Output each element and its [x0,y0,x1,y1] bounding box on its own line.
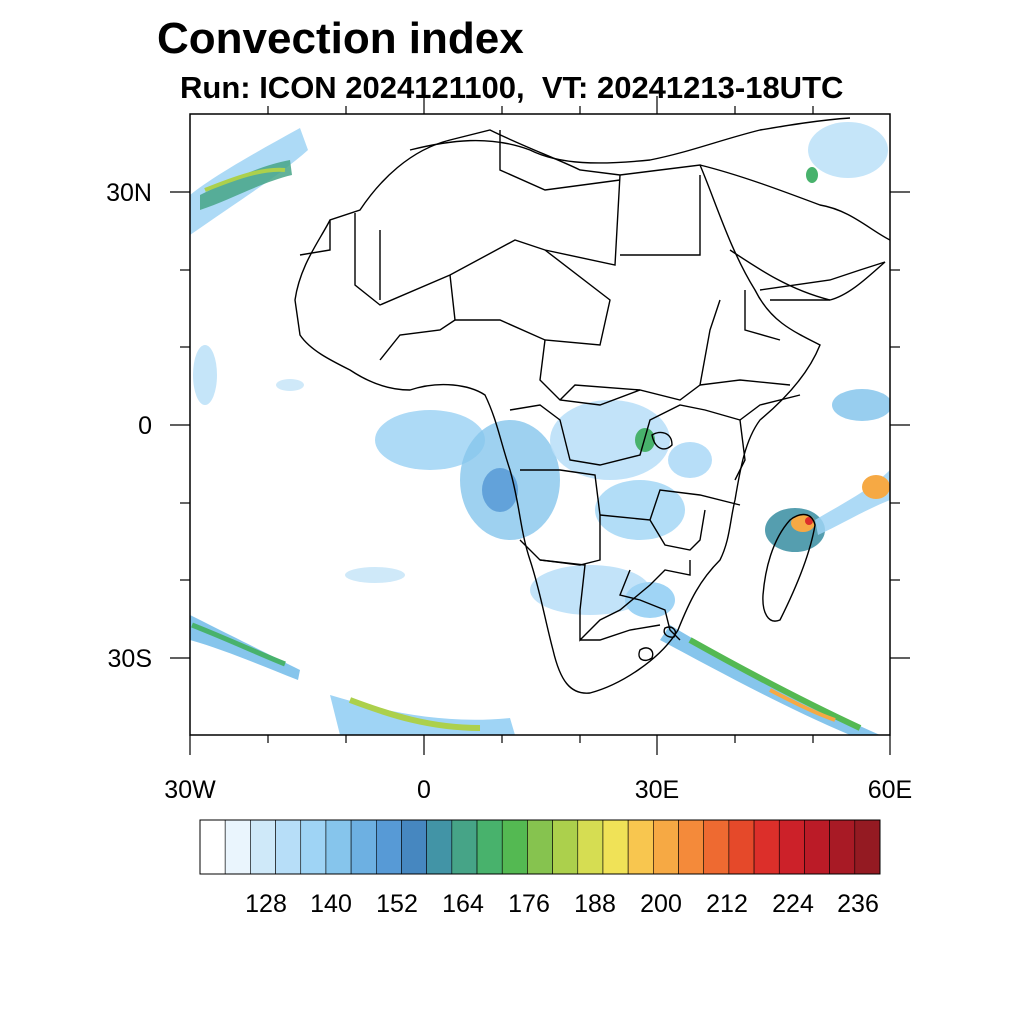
colorbar-swatch-18 [653,819,679,875]
colorbar-swatch-13 [527,819,553,875]
border-10 [580,624,661,641]
colorbar-swatch-2 [250,819,276,875]
arabia-coastline [699,164,890,301]
map-subtitle: Run: ICON 2024121100, VT: 20241213-18UTC [180,70,844,105]
map-frame [189,113,891,736]
colorbar-swatch-10 [451,819,478,875]
colorbar-swatch-21 [728,819,755,875]
eswatini [663,626,676,638]
field-southern-africa [530,565,650,615]
colorbar-swatch-4 [300,819,327,875]
map-ticks [170,96,910,755]
field-w-coast-2 [276,379,304,391]
colorbar-swatch-8 [401,819,427,875]
field-w-coast-1 [193,345,217,405]
colorbar-swatch-9 [426,819,453,875]
colorbar-swatch-20 [703,819,730,875]
lon-label-60e: 60E [868,776,912,804]
madagascar-coastline [762,513,816,622]
field-s-atlantic-core [348,697,481,731]
lat-label-30n: 30N [106,179,152,207]
lake-victoria [651,431,673,450]
colorbar-label-224: 224 [772,890,814,918]
field-sw-atlantic-streak [191,622,286,667]
convection-field [190,122,890,735]
field-equatorial-indian [832,389,890,421]
colorbar-swatch-17 [627,819,654,875]
colorbar-label-128: 128 [245,890,287,918]
colorbar-label-176: 176 [508,890,550,918]
border-3 [499,130,701,256]
border-7 [599,489,741,551]
border-2 [299,220,611,346]
field-sw-indian-core [688,637,862,731]
colorbar-swatch-26 [854,819,881,875]
border-5 [509,384,746,481]
lon-label-30e: 30E [635,776,679,804]
coastlines [294,117,890,694]
lat-label-30s: 30S [108,645,152,673]
colorbar-swatch-0 [199,819,226,875]
colorbar-label-200: 200 [640,890,682,918]
colorbar-label-236: 236 [837,890,879,918]
colorbar-swatch-11 [476,819,503,875]
lon-label-30w: 30W [164,776,216,804]
border-9 [619,569,681,641]
lon-label-0: 0 [417,776,431,804]
colorbar-swatch-1 [224,819,251,875]
colorbar [199,819,881,875]
field-east-africa [595,480,685,540]
border-1 [354,174,621,306]
border-8 [539,559,691,642]
colorbar-label-164: 164 [442,890,484,918]
field-central-africa [550,400,670,480]
colorbar-label-212: 212 [706,890,748,918]
field-sw-indian-hot [769,688,836,722]
lesotho [638,647,654,662]
colorbar-swatch-24 [804,819,830,875]
colorbar-swatch-3 [275,819,302,875]
colorbar-swatch-6 [350,819,377,875]
field-indian-ocean-core [862,475,890,499]
colorbar-swatch-12 [501,819,528,875]
colorbar-swatch-15 [577,819,604,875]
colorbar-frame [199,819,881,875]
colorbar-swatch-16 [602,819,629,875]
field-gulf-guinea [375,410,485,470]
colorbar-swatch-22 [753,819,780,875]
map-title: Convection index [157,14,524,63]
colorbar-swatch-14 [552,819,579,875]
field-congo-core [482,468,518,512]
field-nw-atlantic-streak [204,167,286,192]
colorbar-swatch-7 [375,819,402,875]
field-madagascar-eye [805,517,813,525]
colorbar-swatch-25 [829,819,856,875]
border-12 [759,261,886,301]
colorbar-swatch-5 [325,819,352,875]
field-middle-east-core [806,167,818,183]
border-11 [699,290,801,421]
colorbar-label-152: 152 [376,890,418,918]
field-middle-east [808,122,888,178]
colorbar-label-140: 140 [310,890,352,918]
field-south-atlantic-wisp [345,567,405,583]
field-nw-atlantic-core [200,160,292,210]
mediterranean-coast [409,117,851,164]
lat-label-0: 0 [138,412,152,440]
border-4 [379,299,721,406]
field-great-lakes [668,442,712,478]
colorbar-label-188: 188 [574,890,616,918]
colorbar-swatch-19 [678,819,705,875]
colorbar-swatch-23 [778,819,805,875]
